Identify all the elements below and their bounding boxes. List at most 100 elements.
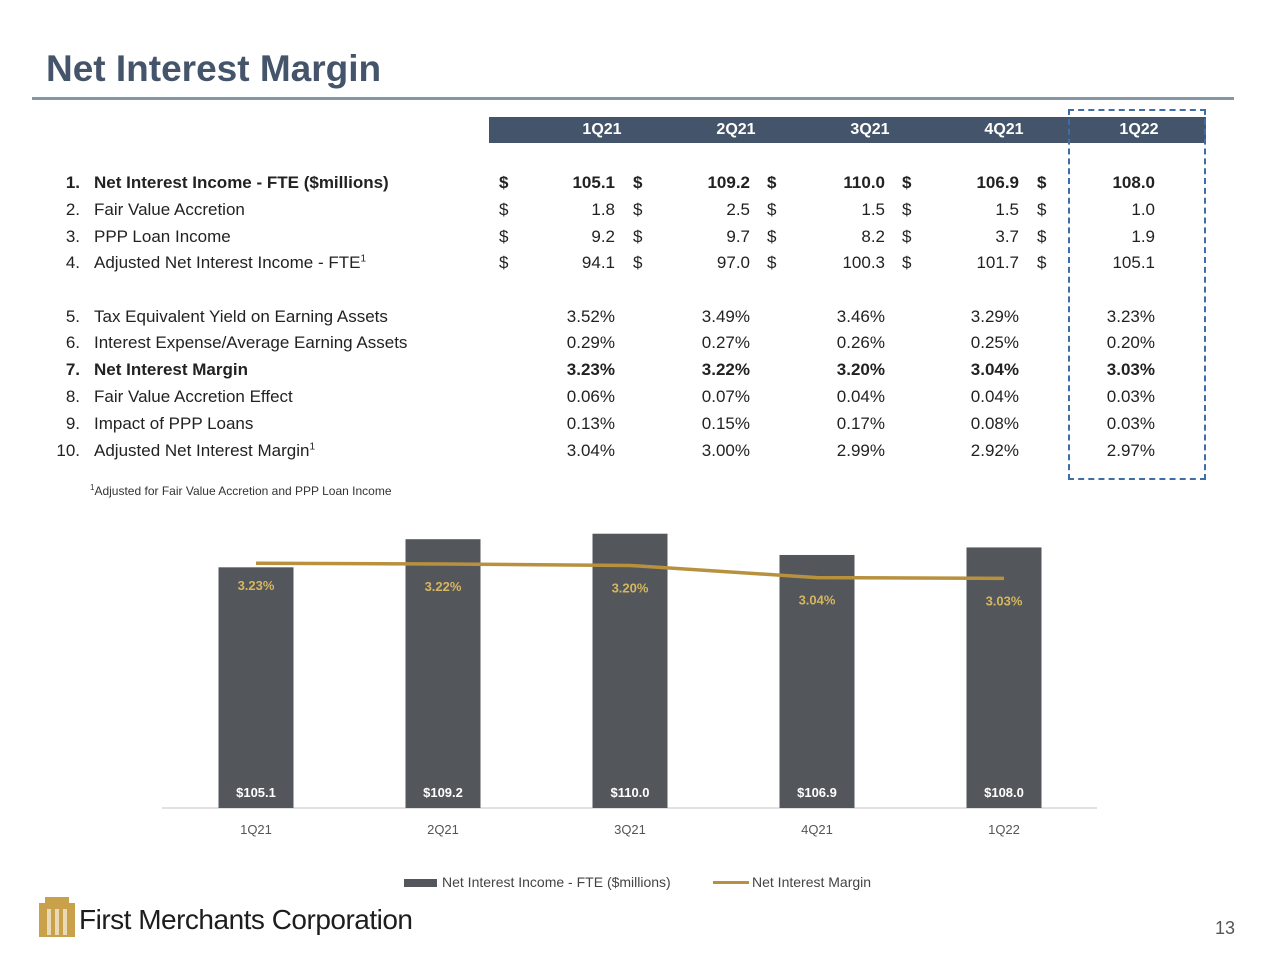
table-cell: 0.13% <box>566 414 615 433</box>
table-cell: 3.00% <box>701 441 750 460</box>
legend-swatch-bar <box>404 879 437 887</box>
table-cell: 0.06% <box>566 387 615 406</box>
row-label: Net Interest Margin <box>94 360 248 380</box>
table-cell: 1.5 <box>861 200 885 219</box>
table-cell: 3.49% <box>701 307 750 326</box>
col-header-2q21: 2Q21 <box>716 121 756 138</box>
row-label: Impact of PPP Loans <box>94 414 253 434</box>
table-row: 6. Interest Expense/Average Earning Asset… <box>0 333 1280 355</box>
bar <box>405 539 481 808</box>
row-number: 2. <box>65 200 80 219</box>
page-title: Net Interest Margin <box>46 48 382 89</box>
table-cell: 3.03% <box>1106 360 1155 379</box>
table-cell: 0.15% <box>701 414 750 433</box>
row-label-text: Net Interest Margin <box>94 360 248 379</box>
table-cell: 0.03% <box>1106 414 1155 433</box>
table-row: 10. Adjusted Net Interest Margin1 3.04% 3.0… <box>0 441 1280 463</box>
col-header-1q21: 1Q21 <box>582 121 622 138</box>
dollar-sign: $ <box>767 173 777 192</box>
row-label: Fair Value Accretion <box>94 200 245 220</box>
table-cell: 2.92% <box>970 441 1019 460</box>
bar-data-label: $109.2 <box>423 785 463 800</box>
table-cell: 1.0 <box>1131 200 1155 219</box>
nim-line <box>255 561 1005 581</box>
legend-swatch-line <box>713 881 749 884</box>
row-number: 3. <box>65 227 80 246</box>
row-label: Interest Expense/Average Earning Assets <box>94 333 407 353</box>
row-label-text: Adjusted Net Interest Income - FTE <box>94 253 361 272</box>
col-header-3q21: 3Q21 <box>850 121 890 138</box>
dollar-sign: $ <box>499 227 509 246</box>
x-tick-label: 3Q21 <box>614 822 646 837</box>
table-cell: 3.23% <box>566 360 615 379</box>
row-label: PPP Loan Income <box>94 227 231 247</box>
bar-data-label: $108.0 <box>984 785 1024 800</box>
table-cell: 3.04% <box>970 360 1019 379</box>
title-divider <box>32 97 1234 100</box>
table-cell: 0.26% <box>836 333 885 352</box>
dollar-sign: $ <box>499 200 509 219</box>
dollar-sign: $ <box>633 200 643 219</box>
table-cell: 3.23% <box>1106 307 1155 326</box>
row-label: Adjusted Net Interest Margin1 <box>94 441 315 461</box>
x-tick-label: 1Q21 <box>240 822 272 837</box>
row-number: 6. <box>65 333 80 352</box>
dollar-sign: $ <box>499 253 509 272</box>
line-data-label: 3.22% <box>425 579 462 594</box>
footnote-ref: 1 <box>360 253 367 265</box>
table-cell: 3.20% <box>836 360 885 379</box>
dollar-sign: $ <box>902 173 912 192</box>
table-cell: 100.3 <box>842 253 885 272</box>
dollar-sign: $ <box>633 173 643 192</box>
line-data-label: 3.03% <box>986 593 1023 608</box>
footnote-ref: 1 <box>309 441 316 453</box>
bar-data-label: $105.1 <box>236 785 276 800</box>
table-cell: 0.27% <box>701 333 750 352</box>
table-cell: 106.9 <box>976 173 1019 192</box>
x-tick-label: 2Q21 <box>427 822 459 837</box>
company-logo-icon <box>39 897 75 937</box>
table-cell: 97.0 <box>716 253 750 272</box>
table-cell: 3.04% <box>566 441 615 460</box>
table-cell: 8.2 <box>861 227 885 246</box>
dollar-sign: $ <box>1037 227 1047 246</box>
table-row: 7. Net Interest Margin 3.23% 3.22% 3.20% 3.04… <box>0 360 1280 382</box>
table-cell: 2.99% <box>836 441 885 460</box>
dollar-sign: $ <box>902 200 912 219</box>
table-cell: 109.2 <box>707 173 750 192</box>
table-cell: 0.03% <box>1106 387 1155 406</box>
table-cell: 3.22% <box>701 360 750 379</box>
row-label-text: Fair Value Accretion <box>94 200 245 219</box>
bar <box>592 533 668 808</box>
legend-label-nii: Net Interest Income - FTE ($millions) <box>442 874 671 890</box>
row-number: 8. <box>65 387 80 406</box>
table-cell: 110.0 <box>843 173 885 192</box>
line-data-label: 3.20% <box>612 580 649 595</box>
table-cell: 94.1 <box>581 253 615 272</box>
dollar-sign: $ <box>1037 253 1047 272</box>
dollar-sign: $ <box>633 253 643 272</box>
table-cell: 0.04% <box>836 387 885 406</box>
dollar-sign: $ <box>767 253 777 272</box>
table-cell: 9.2 <box>591 227 615 246</box>
dollar-sign: $ <box>633 227 643 246</box>
row-label-text: Fair Value Accretion Effect <box>94 387 293 406</box>
table-cell: 0.25% <box>970 333 1019 352</box>
line-data-label: 3.23% <box>238 578 275 593</box>
table-cell: 0.04% <box>970 387 1019 406</box>
row-label-text: Adjusted Net Interest Margin <box>94 441 310 460</box>
bar-data-label: $110.0 <box>610 785 649 800</box>
table-cell: 105.1 <box>1112 253 1155 272</box>
row-number: 10. <box>56 441 80 460</box>
table-cell: 0.08% <box>970 414 1019 433</box>
table-cell: 9.7 <box>726 227 750 246</box>
dollar-sign: $ <box>902 253 912 272</box>
row-label: Net Interest Income - FTE ($millions) <box>94 173 389 193</box>
row-label-text: Interest Expense/Average Earning Assets <box>94 333 408 352</box>
footnote: 1Adjusted for Fair Value Accretion and P… <box>90 484 392 499</box>
bar <box>966 547 1042 808</box>
line-data-label: 3.04% <box>799 593 836 608</box>
dollar-sign: $ <box>499 173 509 192</box>
table-cell: 1.9 <box>1131 227 1155 246</box>
